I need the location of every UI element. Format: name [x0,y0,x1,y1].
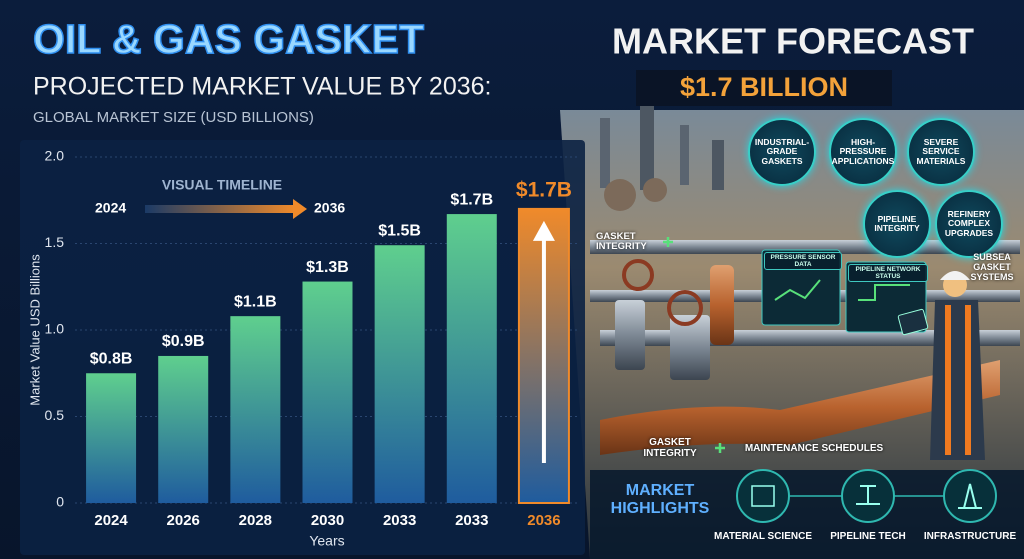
chart-title: OIL & GAS GASKET [33,16,424,62]
timeline-title: VISUAL TIMELINE [162,177,282,193]
bar [158,355,209,503]
timeline-start: 2024 [95,200,126,216]
feature-bubble: HIGH-PRESSURE APPLICATIONS [829,118,897,186]
data-label: $1.1B [234,293,277,310]
feature-bubble: INDUSTRIAL-GRADE GASKETS [748,118,816,186]
timeline-end: 2036 [314,200,345,216]
x-tick-label: 2033 [455,512,488,529]
subtitle-highlight: $1.7 BILLION [680,72,848,102]
callout-bottom: GASKET INTEGRITY [643,437,697,459]
x-tick-label: 2026 [167,512,200,529]
x-tick-label: 2036 [527,512,560,529]
chart-title-right: MARKET FORECAST [612,21,974,62]
y-tick-label: 2.0 [45,148,65,164]
maintenance-label: MAINTENANCE SCHEDULES [744,442,884,454]
feature-bubble: SEVERE SERVICE MATERIALS [907,118,975,186]
plus-icon [715,443,725,453]
screen-left: PRESSURE SENSOR DATA [764,252,842,270]
data-label: $0.8B [90,350,133,367]
feature-bubble: REFINERY COMPLEX UPGRADES [935,190,1003,258]
bar [302,281,353,503]
bar [230,316,281,503]
y-axis-label: Market Value USD Billions [27,254,42,406]
callout-top: GASKET INTEGRITY [596,230,647,252]
bar [446,214,497,503]
feature-bubble: PIPELINE INTEGRITY [863,190,931,258]
y-tick-label: 0.5 [45,407,65,423]
screen-right: PIPELINE NETWORK STATUS [848,264,928,282]
timeline-arrowhead [293,199,307,219]
data-label: $0.9B [162,333,205,350]
x-axis-label: Years [309,533,344,549]
highlight-box [636,70,892,106]
x-tick-label: 2024 [94,512,128,529]
bar-arrowhead [532,220,555,241]
bar [374,245,425,504]
chart-caption: GLOBAL MARKET SIZE (USD BILLIONS) [33,109,314,126]
highlight-label: MATERIAL SCIENCE [714,530,812,542]
data-label: $1.3B [306,259,349,276]
highlight-label: INFRASTRUCTURE [923,530,1017,542]
timeline-arrow [145,205,295,213]
plus-icon [663,237,673,247]
illustration [560,105,1024,559]
y-tick-label: 0 [56,494,64,510]
y-tick-label: 1.0 [45,321,65,337]
highlights-title: MARKET HIGHLIGHTS [610,482,710,517]
x-tick-label: 2028 [239,512,272,529]
bar [86,373,137,503]
data-label: $1.5B [378,222,421,239]
x-tick-label: 2030 [311,512,344,529]
x-tick-label: 2033 [383,512,416,529]
highlight-label: PIPELINE TECH [830,530,906,542]
data-label: $1.7B [450,191,493,208]
y-tick-label: 1.5 [45,234,65,250]
chart-subtitle: PROJECTED MARKET VALUE BY 2036: [33,73,492,101]
subsea-label: SUBSEA GASKET SYSTEMS [970,252,1014,282]
data-label: $1.7B [516,178,572,201]
